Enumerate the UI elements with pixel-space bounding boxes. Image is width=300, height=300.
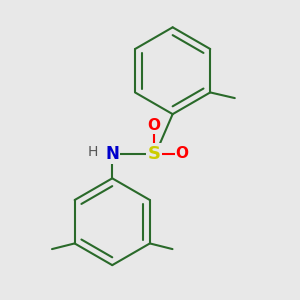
Text: N: N (105, 145, 119, 163)
Text: O: O (147, 118, 160, 133)
Text: H: H (87, 145, 98, 159)
Text: O: O (176, 146, 189, 161)
Text: S: S (147, 145, 160, 163)
